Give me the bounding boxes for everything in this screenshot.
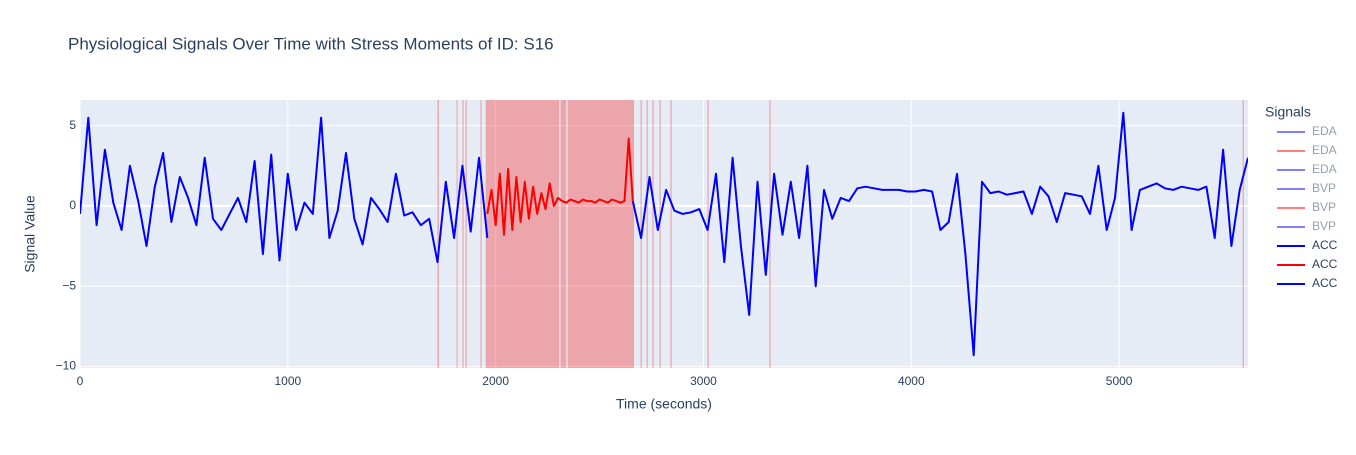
signal-line — [80, 116, 489, 264]
stress-span — [465, 100, 467, 368]
stress-span — [670, 100, 672, 368]
y-tick-label: 0 — [69, 198, 76, 212]
stress-span — [456, 100, 458, 368]
x-tick-label: 5000 — [1106, 374, 1133, 388]
stress-span — [560, 100, 567, 368]
legend-label[interactable]: BVP — [1312, 219, 1336, 233]
stress-span — [707, 100, 709, 368]
stress-span — [652, 100, 654, 368]
stress-span — [462, 100, 464, 368]
stress-span — [659, 100, 661, 368]
stress-span — [437, 100, 439, 368]
legend-label[interactable]: BVP — [1312, 181, 1336, 195]
legend-label[interactable]: ACC — [1312, 276, 1338, 290]
stress-span — [567, 100, 635, 368]
stress-span — [485, 100, 560, 368]
x-tick-label: 4000 — [898, 374, 925, 388]
signal-line — [631, 111, 1248, 357]
legend-label[interactable]: ACC — [1312, 257, 1338, 271]
signal-line — [486, 137, 634, 236]
x-tick-label: 1000 — [274, 374, 301, 388]
x-tick-label: 0 — [77, 374, 84, 388]
legend-label[interactable]: ACC — [1312, 238, 1338, 252]
legend-label[interactable]: EDA — [1312, 143, 1337, 157]
x-axis-title: Time (seconds) — [616, 396, 712, 412]
stress-span — [1242, 100, 1244, 368]
x-tick-label: 2000 — [482, 374, 509, 388]
x-tick-label: 3000 — [690, 374, 717, 388]
legend-label[interactable]: EDA — [1312, 124, 1337, 138]
chart-title: Physiological Signals Over Time with Str… — [68, 34, 554, 53]
legend-label[interactable]: BVP — [1312, 200, 1336, 214]
legend-title: Signals — [1265, 104, 1311, 120]
y-tick-label: 5 — [69, 118, 76, 132]
legend-label[interactable]: EDA — [1312, 162, 1337, 176]
plot-area — [80, 100, 1248, 368]
stress-span — [480, 100, 482, 368]
y-axis-title: Signal Value — [22, 195, 38, 273]
y-tick-label: −10 — [56, 359, 77, 373]
stress-span — [646, 100, 648, 368]
y-tick-label: −5 — [62, 278, 76, 292]
